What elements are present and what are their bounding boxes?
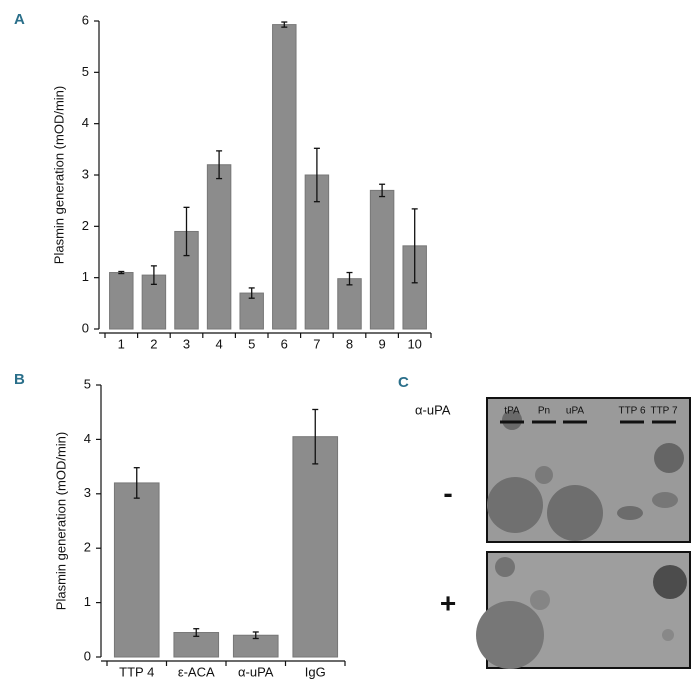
bar [109,272,134,330]
blot [476,397,691,669]
y-tick-label: 5 [82,64,89,79]
lane-label: Pn [538,406,550,417]
y-tick-label: 1 [82,269,89,284]
bar [272,24,297,330]
panel-label: B [14,371,25,388]
x-tick-label: α-uPA [238,664,274,679]
error-bar [183,206,190,257]
y-tick-label: 1 [84,594,91,609]
error-bar [252,631,259,640]
lane-label: tPA [504,406,520,417]
row-label: α-uPA [415,402,451,417]
x-tick-label: 7 [313,336,320,351]
x-tick-label: 3 [183,336,190,351]
x-tick-label: 9 [378,336,385,351]
error-bar [216,150,223,180]
error-bar [248,287,255,299]
panel-label: A [14,11,25,28]
y-axis-label: Plasmin generation (mOD/min) [51,86,66,264]
x-tick-label: TTP 4 [119,664,154,679]
x-tick-label: 4 [215,336,222,351]
bar [337,278,362,330]
panel-label: C [398,374,409,391]
bar [113,482,160,658]
lane-label: TTP 7 [650,406,677,417]
lane-label: TTP 6 [618,406,645,417]
y-tick-label: 3 [82,166,89,181]
condition-label: + [440,587,456,618]
error-bar [411,208,418,284]
error-bar [193,628,200,637]
bar [292,436,339,658]
x-tick-label: 1 [118,336,125,351]
y-tick-label: 0 [82,320,89,335]
condition-label: - [443,477,452,508]
bar [369,189,395,330]
error-bar [312,408,319,465]
x-tick-label: 2 [150,336,157,351]
lane-label: uPA [566,406,584,417]
error-bar [379,183,386,198]
bar [206,164,232,330]
error-bar [281,21,288,28]
x-tick-label: IgG [305,664,326,679]
x-tick-label: 10 [407,336,421,351]
error-bar [133,467,140,499]
y-tick-label: 4 [84,431,91,446]
error-bar [150,265,157,285]
y-axis-label: Plasmin generation (mOD/min) [53,432,68,610]
x-tick-label: 8 [346,336,353,351]
y-tick-label: 2 [84,540,91,555]
error-bar [313,147,320,203]
x-tick-label: 5 [248,336,255,351]
y-tick-label: 2 [82,218,89,233]
x-tick-label: 6 [281,336,288,351]
y-tick-label: 3 [84,485,91,500]
y-tick-label: 6 [82,12,89,27]
y-tick-label: 4 [82,115,89,130]
x-tick-label: ε-ACA [178,664,215,679]
error-bar [346,271,353,286]
error-bar [118,270,125,275]
y-tick-label: 0 [84,648,91,663]
y-tick-label: 5 [84,376,91,391]
